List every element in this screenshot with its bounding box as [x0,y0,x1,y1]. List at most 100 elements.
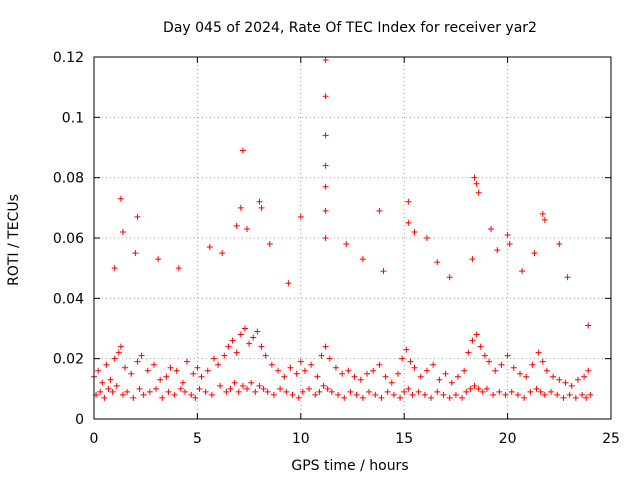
data-point [411,228,418,235]
data-point [157,376,164,383]
data-point [535,349,542,356]
data-point [198,373,205,380]
data-point [440,391,447,398]
data-point [258,343,265,350]
data-point [560,394,567,401]
data-point [130,394,137,401]
data-point [446,394,453,401]
data-point [117,195,124,202]
data-point [95,367,102,374]
data-point [467,385,474,392]
data-point [463,388,470,395]
data-point [359,256,366,263]
data-point [490,391,497,398]
data-point [250,334,257,341]
data-point [556,241,563,248]
data-point [322,93,329,100]
data-point [475,385,482,392]
data-point [266,241,273,248]
data-point [469,256,476,263]
data-point [159,394,166,401]
data-point [140,391,147,398]
data-point [260,385,267,392]
y-tick-label: 0.1 [62,110,84,126]
data-point [221,352,228,359]
data-point [430,361,437,368]
data-point [378,394,385,401]
data-point [556,376,563,383]
data-point [239,382,246,389]
data-point [459,394,466,401]
data-point [394,370,401,377]
data-point [204,367,211,374]
data-point [244,225,251,232]
data-point [324,385,331,392]
data-point [326,355,333,362]
data-point [244,385,251,392]
data-point [322,183,329,190]
data-point [312,391,319,398]
data-point [568,382,575,389]
data-point [144,367,151,374]
data-point [399,355,406,362]
data-point [543,367,550,374]
data-point [409,391,416,398]
data-point [239,147,246,154]
data-point [581,373,588,380]
data-point [471,382,478,389]
data-point [539,210,546,217]
data-point [397,394,404,401]
data-point [297,358,304,365]
data-point [233,222,240,229]
data-point [299,388,306,395]
data-point [105,385,112,392]
data-point [179,379,186,386]
data-point [308,361,315,368]
data-point [332,364,339,371]
data-point [241,325,248,332]
x-tick-label: 0 [90,431,99,447]
data-point [574,376,581,383]
data-point [417,373,424,380]
data-point [428,394,435,401]
data-point [171,391,178,398]
data-point [554,391,561,398]
data-point [579,391,586,398]
data-point [217,382,224,389]
data-point [465,349,472,356]
data-point [363,370,370,377]
data-point [322,343,329,350]
data-point [301,367,308,374]
data-point [134,358,141,365]
y-tick-label: 0 [75,412,84,428]
data-point [295,394,302,401]
data-point [492,367,499,374]
data-point [256,382,263,389]
data-point [277,385,284,392]
data-point [473,180,480,187]
data-point [585,367,592,374]
data-point [537,388,544,395]
data-point [103,361,110,368]
data-point [177,385,184,392]
data-point [539,358,546,365]
data-point [541,216,548,223]
y-tick-label: 0.12 [53,50,84,66]
data-point [517,370,524,377]
data-point [351,373,358,380]
data-point [146,388,153,395]
data-point [229,337,236,344]
data-point [122,364,129,371]
data-point [488,225,495,232]
data-point [436,376,443,383]
data-point [150,361,157,368]
data-point [258,204,265,211]
data-point [153,385,160,392]
data-point [248,379,255,386]
data-point [283,388,290,395]
axis-ticks: 0 5 10 15 20 25 0 0.02 0.04 0.06 0.08 0.1 0.12 [53,50,620,447]
data-point [155,256,162,263]
data-point [452,391,459,398]
data-point [322,132,329,139]
data-point [390,391,397,398]
